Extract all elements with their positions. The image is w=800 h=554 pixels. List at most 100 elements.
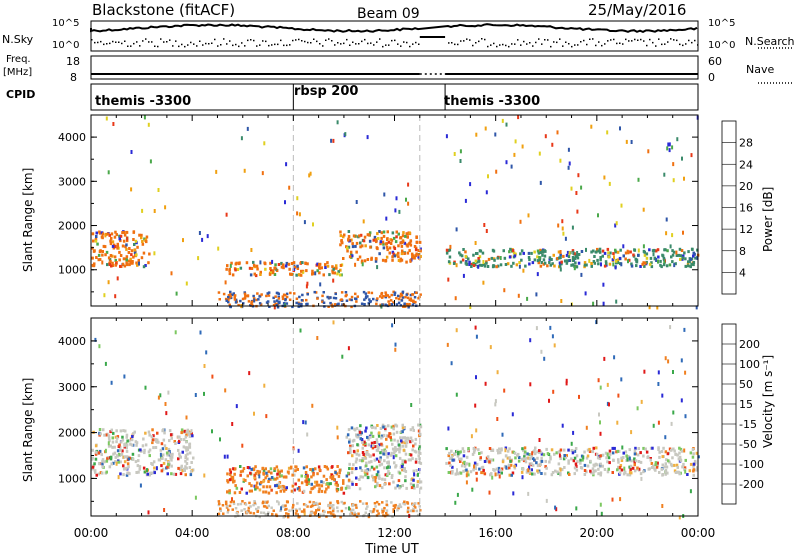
power-range-cell xyxy=(496,256,499,260)
velocity-range-cell xyxy=(409,453,413,457)
velocity-range-cell xyxy=(404,444,408,448)
velocity-range-cell xyxy=(592,473,595,477)
velocity-range-cell xyxy=(105,459,109,463)
velocity-ground-cell xyxy=(232,500,235,503)
power-range-cell xyxy=(114,230,117,234)
xtick-label: 04:00 xyxy=(175,526,210,540)
power-range-cell xyxy=(568,259,571,262)
power-scatter-cell xyxy=(494,132,497,137)
power-range-cell xyxy=(557,250,561,254)
nsearch-dot xyxy=(316,40,318,43)
velocity-range-cell xyxy=(379,427,383,430)
velocity-scatter-cell xyxy=(316,336,319,340)
velocity-scatter-cell xyxy=(608,402,610,407)
velocity-range-cell xyxy=(125,449,129,453)
power-scatter-cell xyxy=(675,250,678,255)
power-scatter-cell xyxy=(116,276,119,281)
velocity-range-cell xyxy=(477,448,480,452)
velocity-ground-cell xyxy=(376,509,379,513)
velocity-range-cell xyxy=(608,452,612,456)
power-range-cell xyxy=(101,250,104,253)
velocity-range-cell xyxy=(391,442,394,446)
velocity-range-cell xyxy=(391,474,394,477)
velocity-scatter-cell xyxy=(527,491,530,496)
velocity-range-cell xyxy=(459,457,463,461)
velocity-range-cell xyxy=(561,468,564,472)
velocity-scatter-cell xyxy=(535,326,538,331)
velocity-range-cell xyxy=(573,456,577,460)
power-scatter-cell xyxy=(521,144,524,149)
velocity-range-cell xyxy=(273,469,276,472)
velocity-range-cell xyxy=(116,449,120,453)
power-ground-cell xyxy=(415,291,418,294)
velocity-range-cell xyxy=(500,467,504,471)
nsearch-dot xyxy=(559,38,561,40)
power-range-cell xyxy=(566,250,570,254)
velocity-ground-cell xyxy=(219,509,222,512)
velocity-range-cell xyxy=(123,455,127,459)
velocity-range-cell xyxy=(417,454,420,458)
velocity-range-cell xyxy=(386,472,390,476)
power-scatter-cell xyxy=(103,293,106,298)
velocity-range-cell xyxy=(97,451,101,455)
velocity-range-cell xyxy=(296,487,300,491)
velocity-range-cell xyxy=(188,434,192,438)
velocity-range-cell xyxy=(388,432,391,436)
velocity-range-cell xyxy=(611,446,614,450)
power-range-cell xyxy=(148,252,151,256)
power-range-cell xyxy=(671,260,674,264)
velocity-scatter-cell xyxy=(159,452,162,457)
velocity-scatter-cell xyxy=(578,394,580,399)
power-scatter-cell xyxy=(505,122,508,127)
power-range-cell xyxy=(408,241,412,245)
power-range-cell xyxy=(340,273,343,277)
power-scatter-cell xyxy=(147,122,150,127)
power-range-cell xyxy=(511,249,515,253)
freq-strip-frame xyxy=(90,55,699,80)
power-ground-cell xyxy=(395,303,399,306)
velocity-scatter-cell xyxy=(203,473,206,478)
power-range-cell xyxy=(692,263,695,267)
velocity-range-cell xyxy=(499,468,502,472)
velocity-ground-cell xyxy=(303,508,306,511)
velocity-ground-cell xyxy=(319,513,322,516)
velocity-range-cell xyxy=(370,431,373,435)
velocity-range-cell xyxy=(412,469,415,473)
power-range-cell xyxy=(304,262,307,265)
velocity-range-cell xyxy=(229,473,232,476)
velocity-range-cell xyxy=(129,442,132,446)
power-range-cell xyxy=(487,257,491,261)
velocity-scatter-cell xyxy=(565,381,568,386)
velocity-ground-cell xyxy=(385,514,389,517)
velocity-range-cell xyxy=(473,448,476,452)
velocity-range-cell xyxy=(554,469,557,473)
velocity-scatter-cell xyxy=(606,382,609,387)
power-range-cell xyxy=(225,267,228,271)
nsearch-dot xyxy=(694,39,696,42)
velocity-range-cell xyxy=(355,426,359,430)
velocity-range-cell xyxy=(125,435,128,439)
velocity-range-cell xyxy=(642,446,645,450)
power-scatter-cell xyxy=(637,248,640,253)
power-scatter-cell xyxy=(580,185,583,190)
power-range-cell xyxy=(565,253,569,257)
power-ylabel: Slant Range [km] xyxy=(21,168,35,272)
velocity-range-cell xyxy=(174,442,177,445)
power-range-cell xyxy=(386,230,389,234)
plot-layer: 1000200030004000481216202428100020003000… xyxy=(58,20,792,540)
velocity-range-cell xyxy=(676,465,679,469)
velocity-range-cell xyxy=(144,443,148,447)
power-range-cell xyxy=(388,246,392,250)
power-range-cell xyxy=(293,265,297,269)
velocity-range-cell xyxy=(386,461,389,465)
power-range-cell xyxy=(389,238,392,242)
velocity-range-cell xyxy=(184,459,187,463)
velocity-range-cell xyxy=(411,448,414,452)
velocity-range-cell xyxy=(152,460,156,464)
velocity-range-cell xyxy=(595,446,598,450)
power-range-cell xyxy=(387,240,391,244)
velocity-range-cell xyxy=(453,452,456,456)
power-range-cell xyxy=(597,262,600,266)
velocity-range-cell xyxy=(620,456,623,460)
velocity-range-cell xyxy=(651,446,654,450)
